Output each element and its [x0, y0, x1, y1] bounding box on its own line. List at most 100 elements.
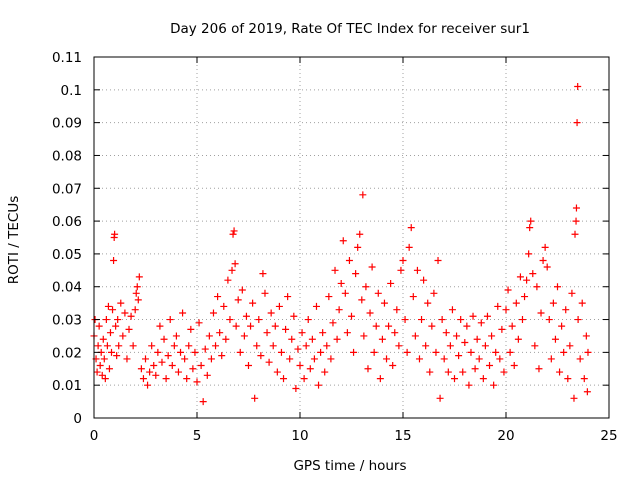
data-point — [189, 365, 197, 373]
data-point — [253, 342, 261, 350]
data-point — [545, 316, 553, 324]
data-point — [352, 270, 360, 278]
data-point — [477, 319, 485, 327]
data-point — [201, 345, 209, 353]
data-point — [438, 316, 446, 324]
data-point — [115, 342, 123, 350]
data-point — [257, 352, 265, 360]
y-tick-label: 0.05 — [52, 247, 82, 263]
data-point — [300, 375, 308, 383]
data-point — [345, 256, 353, 264]
data-point — [529, 270, 537, 278]
data-point — [514, 335, 522, 343]
data-point — [571, 230, 579, 238]
data-point — [183, 375, 191, 383]
data-point — [134, 296, 142, 304]
data-point — [566, 342, 574, 350]
data-point — [263, 329, 271, 337]
data-point — [467, 348, 475, 356]
data-point — [271, 322, 279, 330]
data-point — [343, 329, 351, 337]
data-point — [109, 306, 117, 314]
data-point — [327, 355, 335, 363]
data-point — [401, 316, 409, 324]
data-point — [114, 316, 122, 324]
data-point — [527, 217, 535, 225]
data-point — [280, 375, 288, 383]
data-point — [265, 358, 273, 366]
data-point — [385, 322, 393, 330]
data-point — [129, 342, 137, 350]
data-point — [451, 375, 458, 383]
data-point — [102, 316, 110, 324]
y-tick-label: 0.01 — [52, 378, 82, 394]
data-point — [337, 279, 345, 287]
x-tick-label: 0 — [90, 428, 99, 444]
data-point — [496, 355, 504, 363]
data-point — [560, 348, 568, 356]
data-point — [457, 316, 465, 324]
data-point — [224, 276, 232, 284]
data-point — [234, 296, 242, 304]
data-point — [121, 309, 129, 317]
y-tick-label: 0 — [73, 411, 82, 427]
data-point — [261, 289, 269, 297]
data-point — [113, 352, 121, 360]
data-point — [203, 371, 211, 379]
data-point — [403, 348, 411, 356]
data-point — [232, 322, 240, 330]
data-point — [405, 243, 413, 251]
data-point — [358, 296, 366, 304]
data-point — [101, 375, 109, 383]
data-point — [308, 335, 316, 343]
data-point — [562, 306, 570, 314]
data-point — [231, 260, 239, 268]
data-point — [568, 289, 576, 297]
data-point — [490, 381, 498, 389]
data-point — [436, 394, 444, 402]
data-point — [209, 309, 217, 317]
data-point — [152, 371, 160, 379]
data-point — [364, 365, 372, 373]
data-point — [582, 332, 590, 340]
data-point — [473, 335, 481, 343]
data-point — [139, 375, 147, 383]
data-point — [354, 243, 362, 251]
y-tick-label: 0.11 — [52, 50, 82, 66]
data-point — [500, 368, 508, 376]
x-tick-label: 20 — [497, 428, 514, 444]
data-point — [481, 342, 489, 350]
data-point — [518, 316, 526, 324]
data-point — [218, 352, 226, 360]
data-point — [521, 293, 529, 301]
data-point — [108, 348, 116, 356]
data-point — [389, 361, 397, 369]
data-point — [247, 322, 255, 330]
data-point — [564, 375, 572, 383]
data-point — [339, 237, 347, 245]
data-point — [103, 342, 111, 350]
data-point — [317, 348, 325, 356]
data-point — [112, 322, 120, 330]
axis-ticks — [93, 56, 610, 419]
data-point — [573, 119, 581, 127]
data-point — [240, 332, 248, 340]
data-point — [117, 299, 125, 307]
data-point — [286, 355, 294, 363]
data-point — [304, 316, 312, 324]
data-point — [448, 306, 456, 314]
x-tick-label: 25 — [600, 428, 617, 444]
y-tick-label: 0.09 — [52, 116, 82, 132]
data-point — [170, 342, 178, 350]
data-point — [205, 332, 213, 340]
data-point — [459, 368, 467, 376]
data-point — [525, 250, 533, 258]
data-point — [537, 309, 545, 317]
data-point — [366, 309, 374, 317]
data-point — [191, 348, 199, 356]
data-point — [185, 342, 193, 350]
data-point — [325, 293, 333, 301]
data-point — [156, 322, 164, 330]
y-tick-label: 0.1 — [61, 83, 82, 99]
